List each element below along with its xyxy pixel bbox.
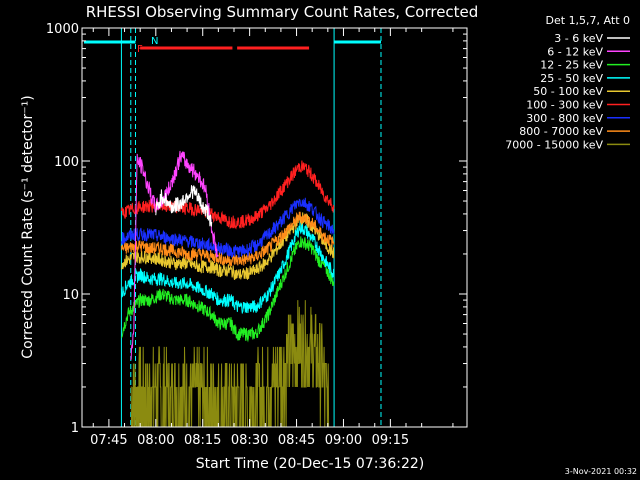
flare-flag-label: F [137,44,143,55]
y-tick-label: 100 [54,155,79,170]
legend-entry-label: 7000 - 15000 keV [505,138,603,151]
legend-entry-label: 50 - 100 keV [533,85,603,98]
legend-entry-label: 6 - 12 keV [547,45,603,58]
x-tick-label: 08:30 [231,433,268,448]
series-line-25-50-kev [120,221,335,314]
x-tick-label: 07:45 [90,433,127,448]
chart-title: RHESSI Observing Summary Count Rates, Co… [86,3,479,21]
x-tick-label: 09:15 [372,433,409,448]
legend-entry-label: 25 - 50 keV [540,72,603,85]
x-tick-label: 08:45 [278,433,315,448]
y-axis-label: Corrected Count Rate (s⁻¹ detector⁻¹) [20,95,36,358]
observing-flags [84,28,382,427]
series-line-50-100-kev [120,212,335,281]
night-flag-label: N [151,36,158,47]
legend-entry-label: 12 - 25 keV [540,59,603,72]
series-line-300-800-kev [120,197,335,258]
legend-entry-label: 800 - 7000 keV [519,125,603,138]
y-tick-label: 1000 [46,22,79,37]
series-line-3-6-kev [155,185,213,227]
series-layer [120,150,335,428]
plot-box [81,27,468,428]
legend-title: Det 1,5,7, Att 0 [546,14,630,27]
legend-entry-label: 3 - 6 keV [554,32,603,45]
generation-timestamp: 3-Nov-2021 00:32 [565,467,637,476]
series-line-6-12-kev [130,150,219,361]
y-tick-label: 1 [71,421,79,436]
x-tick-label: 08:15 [184,433,221,448]
legend-entry-label: 100 - 300 keV [526,99,603,112]
x-tick-label: 08:00 [137,433,174,448]
y-tick-label: 10 [62,288,79,303]
series-line-12-25-kev [121,236,335,343]
axes-frame: 1 10 100 1000 07:45 08:00 08:15 08:30 08:45 09:00… [46,22,468,448]
x-axis-label: Start Time (20-Dec-15 07:36:22) [196,456,424,472]
legend-entry-label: 300 - 800 keV [526,112,603,125]
x-tick-label: 09:00 [325,433,362,448]
